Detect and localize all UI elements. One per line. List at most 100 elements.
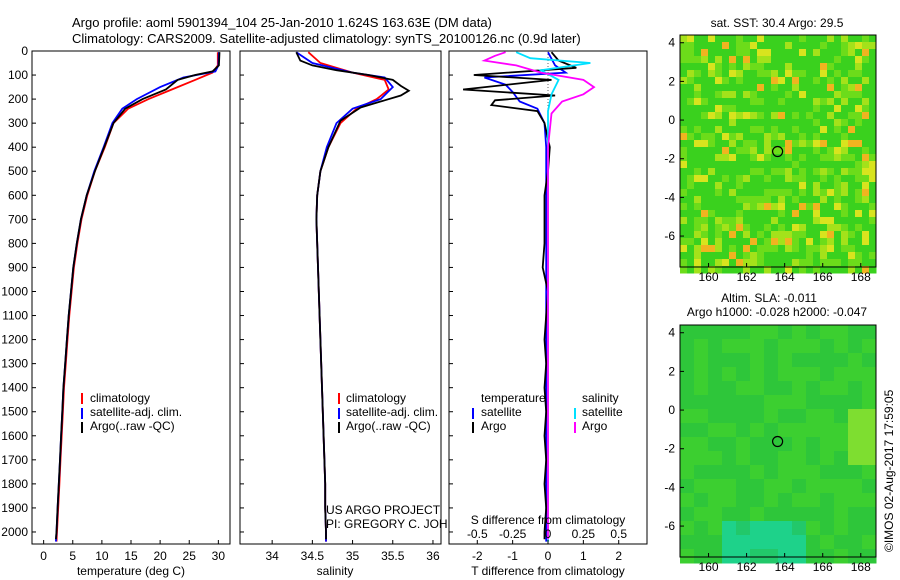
heatmap-cell [813, 126, 821, 134]
heatmap-cell [778, 168, 786, 176]
heatmap-cell [680, 231, 688, 239]
heatmap-cell [848, 175, 856, 183]
heatmap-cell [729, 112, 737, 120]
heatmap-cell [848, 63, 856, 71]
heatmap-cell [701, 259, 709, 267]
heatmap-cell [743, 140, 751, 148]
heatmap-cell [778, 49, 786, 57]
heatmap-cell [820, 224, 828, 232]
heatmap-cell [848, 182, 856, 190]
heatmap-cell [687, 217, 695, 225]
heatmap-cell [855, 168, 863, 176]
heatmap-cell [750, 266, 758, 274]
heatmap-cell [729, 266, 737, 274]
heatmap-cell [722, 252, 730, 260]
heatmap-cell [722, 367, 737, 382]
heatmap-cell [848, 70, 856, 78]
heatmap-cell [694, 535, 709, 550]
heatmap-cell [771, 105, 779, 113]
legend-title-salinity: salinity [582, 391, 619, 405]
heatmap-cell [764, 353, 779, 368]
heatmap-cell [708, 423, 723, 438]
heatmap-cell [708, 252, 716, 260]
heatmap-cell [694, 437, 709, 452]
heatmap-cell [862, 339, 877, 354]
heatmap-cell [848, 535, 863, 550]
heatmap-cell [862, 395, 877, 410]
heatmap-cell [764, 381, 779, 396]
heatmap-cell [848, 147, 856, 155]
heatmap-cell [792, 140, 800, 148]
heatmap-cell [862, 98, 870, 106]
heatmap-cell [855, 259, 863, 267]
heatmap-cell [827, 70, 835, 78]
heatmap-cell [862, 423, 877, 438]
heatmap-cell [715, 112, 723, 120]
legend-label-temp-satellite: satellite [481, 405, 522, 419]
heatmap-cell [799, 238, 807, 246]
y-tick-label: 2000 [1, 525, 28, 539]
heatmap-cell [729, 126, 737, 134]
heatmap-cell [778, 423, 793, 438]
heatmap-cell [729, 259, 737, 267]
heatmap-cell [694, 91, 702, 99]
heatmap-cell [792, 367, 807, 382]
series-line-temperature-argo [463, 51, 577, 540]
sst-heatmap [680, 35, 877, 274]
heatmap-cell [694, 168, 702, 176]
heatmap-cell [834, 238, 842, 246]
heatmap-cell [694, 70, 702, 78]
heatmap-cell [701, 224, 709, 232]
heatmap-cell [694, 224, 702, 232]
heatmap-cell [750, 381, 765, 396]
heatmap-cell [848, 437, 863, 452]
heatmap-cell [729, 182, 737, 190]
us-argo-project-label: US ARGO PROJECT [326, 503, 441, 517]
heatmap-cell [708, 175, 716, 183]
heatmap-cell [792, 133, 800, 141]
heatmap-cell [820, 437, 835, 452]
heatmap-cell [841, 154, 849, 162]
heatmap-cell [778, 182, 786, 190]
heatmap-cell [764, 367, 779, 382]
heatmap-cell [722, 339, 737, 354]
heatmap-cell [729, 154, 737, 162]
heatmap-cell [848, 224, 856, 232]
heatmap-cell [715, 266, 723, 274]
heatmap-cell [792, 210, 800, 218]
heatmap-cell [680, 266, 688, 274]
heatmap-cell [834, 252, 842, 260]
heatmap-cell [743, 175, 751, 183]
heatmap-cell [722, 210, 730, 218]
heatmap-cell [785, 231, 793, 239]
heatmap-cell [757, 196, 765, 204]
heatmap-cell [792, 182, 800, 190]
heatmap-cell [841, 70, 849, 78]
heatmap-cell [862, 105, 870, 113]
heatmap-cell [736, 493, 751, 508]
heatmap-cell [694, 35, 702, 43]
heatmap-cell [827, 119, 835, 127]
heatmap-cell [729, 231, 737, 239]
heatmap-cell [778, 259, 786, 267]
heatmap-cell [799, 133, 807, 141]
heatmap-cell [862, 266, 870, 274]
sla-map-subtitle: Argo h1000: -0.028 h2000: -0.047 [687, 305, 867, 319]
heatmap-cell [771, 77, 779, 85]
heatmap-cell [743, 266, 751, 274]
heatmap-cell [869, 98, 877, 106]
heatmap-cell [701, 98, 709, 106]
heatmap-cell [750, 479, 765, 494]
heatmap-cell [694, 112, 702, 120]
heatmap-cell [743, 49, 751, 57]
heatmap-cell [757, 56, 765, 64]
heatmap-cell [834, 203, 842, 211]
heatmap-cell [694, 339, 709, 354]
imos-timestamp: ©IMOS 02-Aug-2017 17:59:05 [882, 389, 896, 552]
heatmap-cell [855, 203, 863, 211]
heatmap-cell [687, 168, 695, 176]
heatmap-cell [715, 154, 723, 162]
y-tick-label: 1800 [1, 477, 28, 491]
heatmap-cell [841, 42, 849, 50]
heatmap-cell [820, 231, 828, 239]
